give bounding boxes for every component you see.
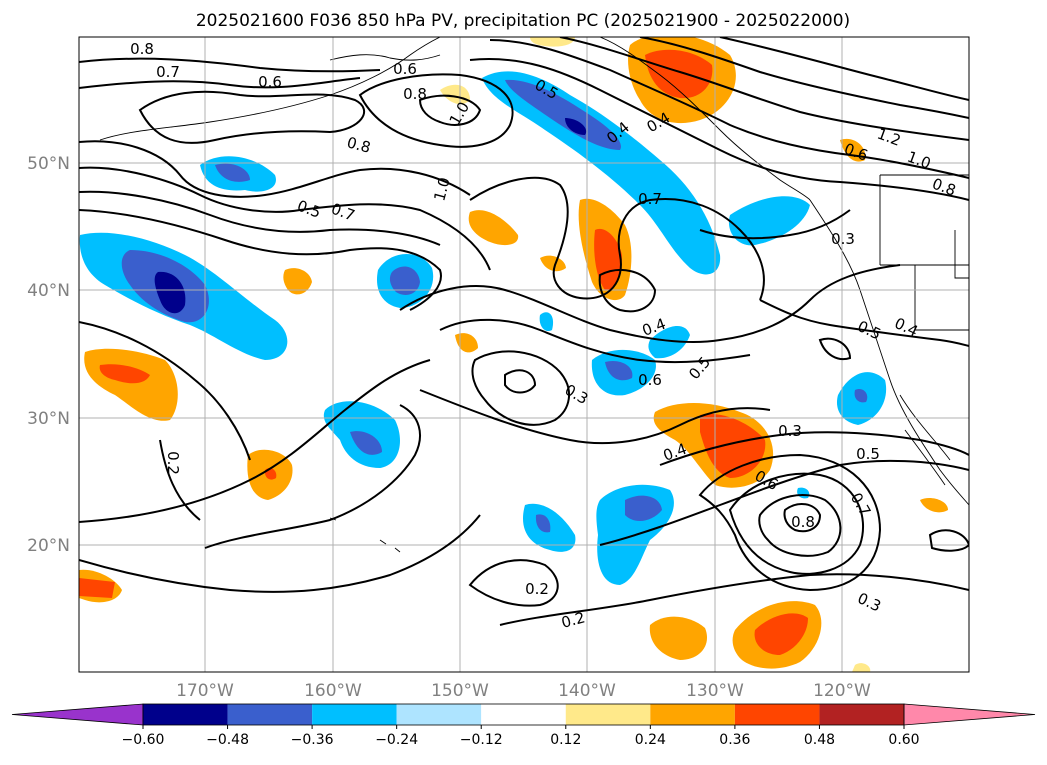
colorbar-extend-high: [903, 703, 1036, 726]
contour-label: 0.3: [831, 230, 855, 248]
lat-tick-40n: 40°N: [27, 281, 70, 301]
contour-label: 1.0: [430, 175, 454, 203]
lat-tick-labels: 50°N 40°N 30°N 20°N: [27, 154, 70, 556]
colorbar-extend-low: [11, 703, 144, 726]
colorbar-tick-label: −0.24: [375, 732, 418, 748]
map-frame: [78, 36, 970, 673]
contour-label: 0.8: [130, 40, 154, 58]
lat-tick-30n: 30°N: [27, 409, 70, 429]
shade-alaska-gulf-core: [505, 79, 621, 150]
contour-label: 0.8: [345, 133, 373, 157]
colorbar-tick-label: 0.48: [804, 732, 835, 748]
lon-tick-150w: 150°W: [431, 681, 489, 701]
colorbar-tick-label: −0.36: [291, 732, 334, 748]
pv-contours: [79, 37, 969, 626]
map-panel: 0.80.70.60.80.60.51.00.81.00.5 0.70.70.40…: [79, 37, 969, 672]
contour-label: 0.6: [638, 371, 662, 389]
contour-label: 0.2: [525, 580, 549, 598]
coastlines: [99, 37, 969, 553]
colorbar-segment: [143, 704, 228, 725]
colorbar-segment: [481, 704, 566, 725]
colorbar-tick-label: 0.12: [550, 732, 581, 748]
colorbar-segment: [227, 704, 313, 725]
colorbar-tick-label: −0.12: [460, 732, 503, 748]
colorbar-segment: [819, 704, 904, 725]
contour-label: 0.8: [791, 513, 815, 531]
colorbar-segment: [734, 704, 820, 725]
colorbar-tick-label: 0.60: [888, 732, 919, 748]
colorbar-tick-label: 0.24: [635, 732, 666, 748]
colorbar-segment: [650, 704, 735, 725]
contour-label: 0.7: [156, 63, 180, 81]
contour-label: 0.6: [393, 60, 417, 78]
shade-alaska-gulf-light: [482, 71, 721, 275]
lon-tick-160w: 160°W: [304, 681, 362, 701]
contour-label: 0.2: [164, 451, 182, 475]
contour-label: 0.3: [778, 422, 802, 440]
positive-precip-shading: [79, 37, 948, 672]
contour-label: 0.2: [559, 608, 587, 632]
lat-tick-20n: 20°N: [27, 536, 70, 556]
colorbar-segment: [565, 704, 651, 725]
contour-label: 0.8: [403, 85, 427, 103]
map-title: 2025021600 F036 850 hPa PV, precipitatio…: [196, 11, 850, 31]
lon-tick-170w: 170°W: [176, 681, 234, 701]
colorbar: −0.60 −0.48 −0.36 −0.24 −0.12 0.12 0.24 0.36 0.4…: [11, 703, 1036, 748]
lon-tick-140w: 140°W: [558, 681, 616, 701]
colorbar-tick-label: 0.36: [719, 732, 750, 748]
contour-label: 0.5: [856, 445, 880, 463]
colorbar-tick-label: −0.48: [206, 732, 249, 748]
contour-label: 0.6: [258, 73, 282, 91]
colorbar-tick-label: −0.60: [122, 732, 165, 748]
lon-tick-labels: 170°W 160°W 150°W 140°W 130°W 120°W: [176, 681, 871, 701]
colorbar-segment: [396, 704, 482, 725]
lat-tick-50n: 50°N: [27, 154, 70, 174]
lon-tick-120w: 120°W: [813, 681, 871, 701]
lon-tick-130w: 130°W: [686, 681, 744, 701]
colorbar-segment: [312, 704, 397, 725]
contour-label: 0.7: [638, 190, 662, 208]
